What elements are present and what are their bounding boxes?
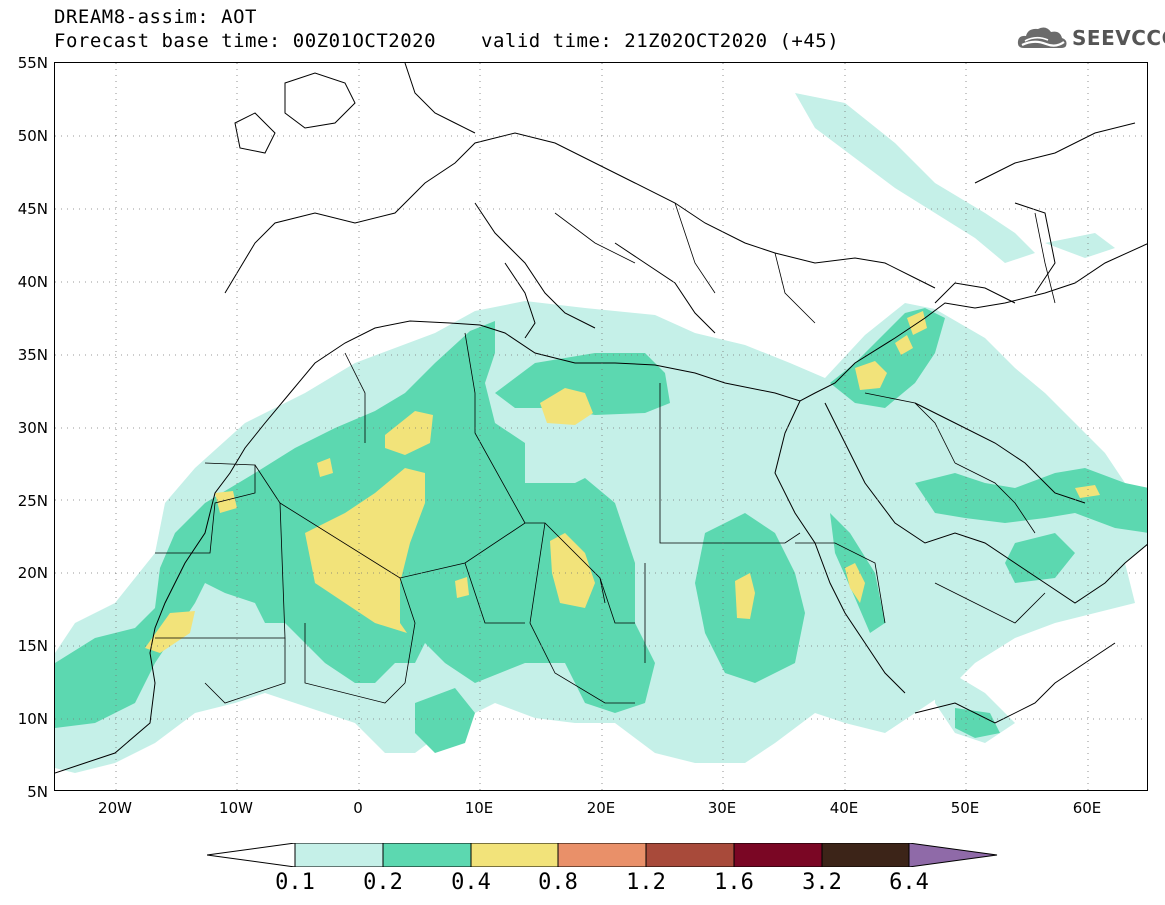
map-panel: [54, 62, 1148, 791]
cloud-icon: [1017, 27, 1067, 48]
colorbar-label-0.1: 0.1: [275, 870, 315, 895]
colorbar-label-3.2: 3.2: [802, 870, 842, 895]
lat-label-10n: 10N: [17, 710, 48, 728]
colorbar-label-6.4: 6.4: [889, 870, 929, 895]
lat-label-35n: 35N: [17, 346, 48, 364]
lon-label-50e: 50E: [950, 799, 980, 817]
colorbar-segment-0.1: [294, 843, 384, 867]
seevccc-logo: SEEVCCC: [1016, 24, 1165, 52]
colorbar-segment-3.2: [821, 843, 910, 867]
colorbar-segment-0.4: [470, 843, 559, 867]
colorbar-label-1.2: 1.2: [626, 870, 666, 895]
aot-contour-0.4: [145, 311, 1100, 653]
coastlines: [55, 63, 1147, 774]
lat-label-5n: 5N: [27, 783, 48, 801]
lon-label-60e: 60E: [1072, 799, 1102, 817]
lat-label-50n: 50N: [17, 127, 48, 145]
lon-label-30e: 30E: [707, 799, 737, 817]
valid-time: valid time: 21Z02OCT2020 (+45): [481, 30, 840, 52]
lon-label-20w: 20W: [98, 799, 132, 817]
borders: [155, 202, 1056, 704]
lat-label-15n: 15N: [17, 637, 48, 655]
colorbar: [207, 843, 998, 867]
colorbar-segment-below: [207, 843, 296, 867]
lat-label-40n: 40N: [17, 273, 48, 291]
map-title: DREAM8-assim: AOT: [54, 6, 257, 28]
logo-text: SEEVCCC: [1072, 26, 1165, 50]
colorbar-segment-1.6: [733, 843, 823, 867]
lon-label-40e: 40E: [829, 799, 859, 817]
lat-label-25n: 25N: [17, 492, 48, 510]
colorbar-segment-0.8: [557, 843, 647, 867]
colorbar-segment-above: [908, 843, 998, 867]
lat-label-20n: 20N: [17, 564, 48, 582]
colorbar-label-0.8: 0.8: [538, 870, 578, 895]
colorbar-label-0.4: 0.4: [451, 870, 491, 895]
lon-label-10w: 10W: [219, 799, 253, 817]
grid: [55, 63, 1147, 790]
colorbar-label-0.2: 0.2: [363, 870, 403, 895]
lat-label-30n: 30N: [17, 419, 48, 437]
lon-label-0: 0: [353, 799, 363, 817]
lon-label-10e: 10E: [464, 799, 494, 817]
lat-label-55n: 55N: [17, 54, 48, 72]
colorbar-segment-0.2: [382, 843, 472, 867]
lon-label-20e: 20E: [586, 799, 616, 817]
colorbar-segment-1.2: [645, 843, 735, 867]
colorbar-label-1.6: 1.6: [714, 870, 754, 895]
lat-label-45n: 45N: [17, 200, 48, 218]
base-time: Forecast base time: 00Z01OCT2020: [54, 30, 437, 52]
aot-map: [55, 63, 1147, 790]
